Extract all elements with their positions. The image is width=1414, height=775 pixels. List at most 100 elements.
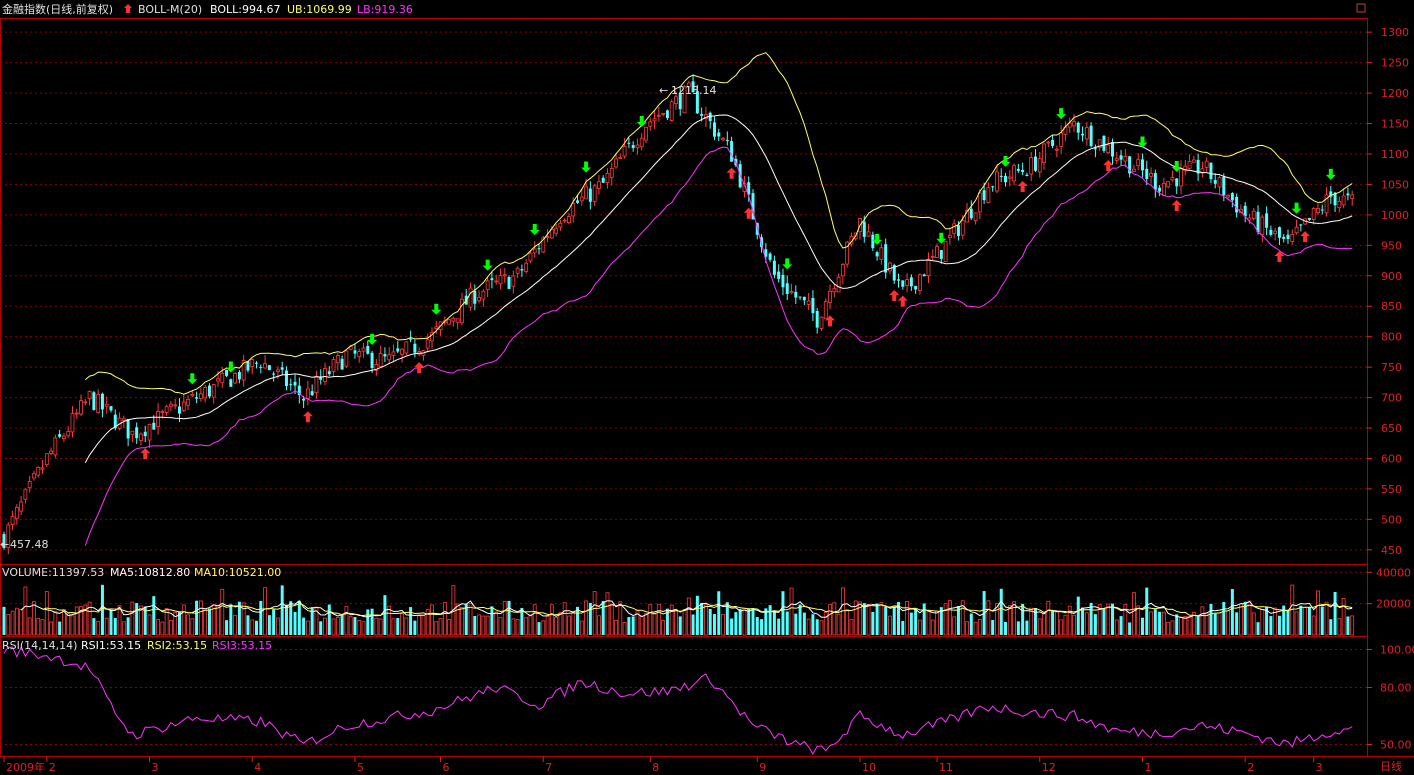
volume-bar	[305, 620, 310, 636]
volume-bar	[177, 612, 181, 635]
volume-bar	[353, 617, 357, 635]
candle-body	[195, 397, 199, 399]
volume-bar	[216, 605, 220, 636]
volume-bar	[507, 600, 511, 635]
volume-bar	[87, 601, 92, 636]
candle-body	[1067, 122, 1072, 128]
volume-bar	[331, 618, 336, 636]
time-tick-label: 11	[939, 761, 953, 774]
volume-bar	[1166, 621, 1171, 636]
maximize-icon[interactable]	[1356, 3, 1366, 13]
volume-bar	[956, 606, 960, 635]
candle-body	[541, 237, 546, 253]
candle-body	[302, 398, 306, 401]
candle-body	[721, 138, 725, 141]
buy-signal-arrow	[1103, 160, 1114, 172]
volume-bar	[520, 608, 524, 635]
candle-body	[383, 354, 387, 357]
volume-bar	[135, 603, 139, 635]
volume-bar	[751, 608, 755, 635]
candle-body	[627, 142, 631, 144]
volume-bar	[502, 601, 507, 636]
candle-body	[220, 373, 225, 384]
candle-body	[1337, 201, 1342, 209]
rsi1-value: RSI1:53.15	[81, 639, 141, 652]
buy-signal-arrow	[140, 448, 151, 460]
rsi-line	[3, 646, 1353, 756]
volume-bar	[730, 618, 734, 635]
volume-bar	[592, 591, 597, 636]
volume-bar	[631, 616, 635, 635]
low-price-label: 457.48	[10, 538, 49, 551]
volume-bar	[866, 604, 871, 636]
candle-body	[562, 219, 567, 222]
candle-body	[455, 318, 460, 323]
candle-body	[113, 414, 117, 429]
candle-body	[717, 132, 721, 137]
candle-body	[366, 345, 370, 354]
candle-body	[259, 366, 263, 368]
volume-bar	[233, 614, 238, 636]
candle-body	[686, 82, 691, 88]
candle-body	[939, 250, 943, 259]
candle-body	[520, 269, 524, 271]
candle-body	[1191, 159, 1196, 163]
volume-ma5: MA5:10812.80	[110, 566, 190, 579]
volume-bar	[845, 609, 850, 636]
volume-bar	[1196, 616, 1200, 635]
candle-body	[1119, 155, 1123, 160]
candle-body	[353, 350, 357, 354]
candle-body	[969, 208, 973, 219]
volume-bar	[802, 612, 806, 635]
candle-body	[588, 188, 592, 202]
volume-bar	[652, 613, 657, 636]
volume-bar	[225, 620, 229, 635]
candlestick-series	[2, 74, 1355, 555]
volume-bar	[532, 604, 537, 636]
volume-bar	[1128, 622, 1132, 635]
candle-body	[1004, 175, 1008, 183]
candle-body	[960, 220, 965, 236]
candle-body	[378, 352, 383, 367]
candle-body	[1149, 172, 1153, 177]
candle-body	[135, 427, 139, 439]
period-label[interactable]: 日线	[1380, 759, 1402, 773]
candle-body	[1114, 158, 1119, 161]
time-axis: 2009年 2 3 4 5 6 7 8 9 10 11 12 1 2 3	[3, 757, 1323, 774]
candle-body	[272, 373, 276, 375]
candle-body	[682, 86, 687, 114]
candle-body	[357, 351, 362, 358]
candle-body	[1081, 133, 1085, 136]
candle-body	[211, 384, 216, 398]
candle-body	[832, 288, 837, 293]
chart-title: 金融指数(日线,前复权)	[2, 2, 113, 16]
volume-bar	[302, 617, 306, 635]
volume-bar	[1213, 613, 1217, 635]
candle-body	[1350, 194, 1355, 199]
volume-bar	[1158, 611, 1162, 635]
volume-bar	[789, 587, 794, 636]
volume-bar	[387, 605, 392, 636]
volume-bar	[1114, 619, 1119, 636]
volume-bar	[952, 616, 957, 636]
time-tick-label: 8	[652, 761, 659, 774]
candle-body	[100, 393, 104, 410]
candle-body	[584, 186, 588, 200]
volume-bar	[14, 607, 19, 636]
candle-body	[473, 290, 477, 304]
candle-body	[430, 332, 434, 342]
volume-bar	[515, 618, 520, 636]
volume-bar	[1149, 611, 1153, 636]
candle-body	[1170, 177, 1175, 181]
candle-body	[74, 412, 79, 415]
candle-body	[665, 110, 669, 119]
candle-body	[130, 430, 135, 436]
volume-bar	[656, 603, 661, 636]
volume-bar	[772, 610, 776, 635]
candle-body	[691, 81, 695, 93]
buy-signal-arrow	[414, 362, 425, 374]
candle-body	[995, 171, 999, 192]
volume-bar	[738, 609, 742, 635]
candle-body	[558, 222, 563, 228]
candle-body	[884, 244, 888, 273]
